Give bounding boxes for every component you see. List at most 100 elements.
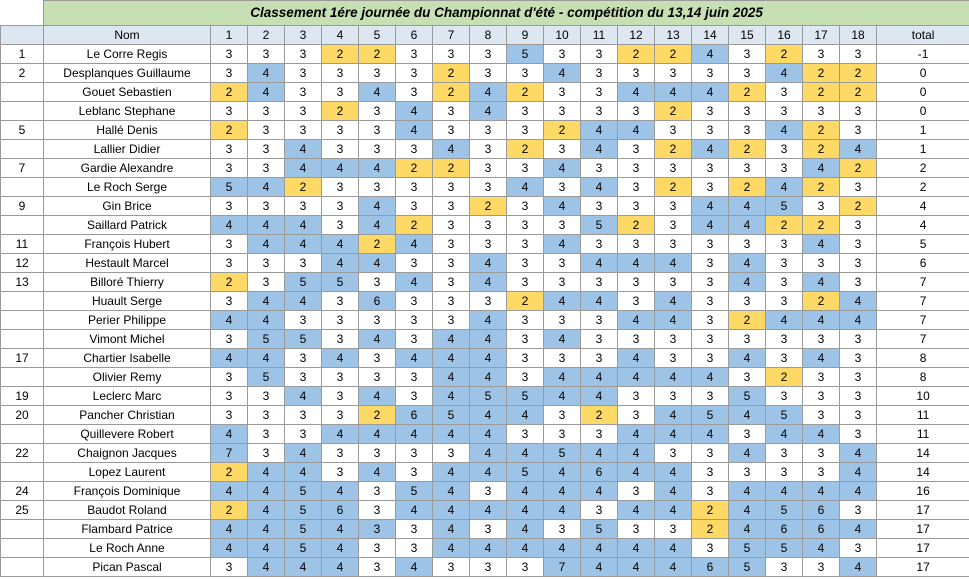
total-header[interactable]: total bbox=[875, 25, 969, 45]
hole-score-cell[interactable]: 3 bbox=[321, 82, 359, 102]
total-cell[interactable]: 2 bbox=[875, 158, 969, 178]
player-name-cell[interactable]: Leblanc Stephane bbox=[43, 101, 211, 121]
rank-cell[interactable]: 25 bbox=[0, 500, 44, 520]
hole-score-cell[interactable]: 4 bbox=[654, 310, 692, 330]
hole-score-cell[interactable]: 3 bbox=[284, 63, 322, 83]
hole-score-cell[interactable]: 5 bbox=[506, 386, 544, 406]
hole-score-cell[interactable]: 4 bbox=[247, 310, 285, 330]
hole-score-cell[interactable]: 2 bbox=[210, 272, 248, 292]
hole-score-cell[interactable]: 3 bbox=[691, 158, 729, 178]
hole-score-cell[interactable]: 2 bbox=[802, 120, 840, 140]
hole-score-cell[interactable]: 3 bbox=[765, 158, 803, 178]
hole-score-cell[interactable]: 3 bbox=[321, 367, 359, 387]
hole-score-cell[interactable]: 3 bbox=[358, 177, 396, 197]
hole-score-cell[interactable]: 3 bbox=[580, 101, 618, 121]
hole-score-cell[interactable]: 4 bbox=[247, 215, 285, 235]
hole-score-cell[interactable]: 4 bbox=[654, 291, 692, 311]
total-cell[interactable]: 1 bbox=[875, 120, 969, 140]
hole-score-cell[interactable]: 4 bbox=[469, 405, 507, 425]
hole-score-cell[interactable]: 3 bbox=[506, 424, 544, 444]
hole-score-cell[interactable]: 3 bbox=[358, 538, 396, 558]
hole-score-cell[interactable]: 4 bbox=[284, 139, 322, 159]
hole-score-cell[interactable]: 3 bbox=[802, 253, 840, 273]
hole-score-cell[interactable]: 3 bbox=[654, 63, 692, 83]
hole-score-cell[interactable]: 4 bbox=[839, 462, 877, 482]
hole-score-cell[interactable]: 3 bbox=[469, 215, 507, 235]
player-name-cell[interactable]: Perier Philippe bbox=[43, 310, 211, 330]
hole-score-cell[interactable]: 3 bbox=[802, 557, 840, 577]
hole-header[interactable]: 9 bbox=[506, 25, 544, 45]
hole-score-cell[interactable]: 3 bbox=[839, 272, 877, 292]
hole-score-cell[interactable]: 2 bbox=[321, 101, 359, 121]
hole-score-cell[interactable]: 4 bbox=[432, 481, 470, 501]
rank-cell[interactable] bbox=[0, 329, 44, 349]
hole-score-cell[interactable]: 3 bbox=[839, 500, 877, 520]
hole-score-cell[interactable]: 3 bbox=[284, 101, 322, 121]
hole-score-cell[interactable]: 3 bbox=[432, 272, 470, 292]
hole-score-cell[interactable]: 4 bbox=[284, 557, 322, 577]
hole-score-cell[interactable]: 7 bbox=[210, 443, 248, 463]
hole-score-cell[interactable]: 3 bbox=[432, 557, 470, 577]
hole-header[interactable]: 13 bbox=[654, 25, 692, 45]
hole-score-cell[interactable]: 2 bbox=[728, 82, 766, 102]
hole-score-cell[interactable]: 3 bbox=[321, 215, 359, 235]
hole-score-cell[interactable]: 3 bbox=[284, 367, 322, 387]
hole-score-cell[interactable]: 3 bbox=[728, 424, 766, 444]
hole-score-cell[interactable]: 5 bbox=[765, 500, 803, 520]
hole-score-cell[interactable]: 3 bbox=[469, 177, 507, 197]
hole-score-cell[interactable]: 4 bbox=[469, 253, 507, 273]
hole-score-cell[interactable]: 4 bbox=[210, 310, 248, 330]
hole-score-cell[interactable]: 3 bbox=[506, 101, 544, 121]
hole-score-cell[interactable]: 2 bbox=[210, 500, 248, 520]
hole-score-cell[interactable]: 2 bbox=[506, 82, 544, 102]
rank-cell[interactable]: 19 bbox=[0, 386, 44, 406]
hole-score-cell[interactable]: 4 bbox=[247, 538, 285, 558]
hole-score-cell[interactable]: 3 bbox=[580, 329, 618, 349]
total-cell[interactable]: 17 bbox=[875, 538, 969, 558]
hole-score-cell[interactable]: 4 bbox=[691, 367, 729, 387]
rank-cell[interactable]: 12 bbox=[0, 253, 44, 273]
hole-score-cell[interactable]: 3 bbox=[358, 63, 396, 83]
player-name-cell[interactable]: Desplanques Guillaume bbox=[43, 63, 211, 83]
hole-score-cell[interactable]: 3 bbox=[839, 120, 877, 140]
hole-score-cell[interactable]: 3 bbox=[728, 44, 766, 64]
hole-score-cell[interactable]: 3 bbox=[321, 177, 359, 197]
hole-score-cell[interactable]: 5 bbox=[691, 405, 729, 425]
hole-score-cell[interactable]: 3 bbox=[321, 310, 359, 330]
hole-score-cell[interactable]: 5 bbox=[395, 481, 433, 501]
hole-score-cell[interactable]: 3 bbox=[802, 443, 840, 463]
hole-score-cell[interactable]: 2 bbox=[802, 139, 840, 159]
hole-score-cell[interactable]: 4 bbox=[506, 443, 544, 463]
hole-score-cell[interactable]: 3 bbox=[543, 253, 581, 273]
hole-score-cell[interactable]: 4 bbox=[432, 462, 470, 482]
hole-score-cell[interactable]: 3 bbox=[765, 443, 803, 463]
hole-score-cell[interactable]: 3 bbox=[691, 253, 729, 273]
hole-score-cell[interactable]: 3 bbox=[617, 405, 655, 425]
hole-score-cell[interactable]: 3 bbox=[247, 158, 285, 178]
rank-cell[interactable] bbox=[0, 177, 44, 197]
hole-score-cell[interactable]: 3 bbox=[765, 386, 803, 406]
hole-score-cell[interactable]: 3 bbox=[543, 82, 581, 102]
hole-score-cell[interactable]: 3 bbox=[728, 158, 766, 178]
hole-score-cell[interactable]: 4 bbox=[543, 158, 581, 178]
hole-score-cell[interactable]: 3 bbox=[617, 329, 655, 349]
hole-score-cell[interactable]: 4 bbox=[469, 272, 507, 292]
hole-score-cell[interactable]: 3 bbox=[506, 329, 544, 349]
player-name-cell[interactable]: Vimont Michel bbox=[43, 329, 211, 349]
hole-score-cell[interactable]: 4 bbox=[247, 63, 285, 83]
hole-score-cell[interactable]: 3 bbox=[691, 329, 729, 349]
hole-score-cell[interactable]: 3 bbox=[691, 291, 729, 311]
hole-score-cell[interactable]: 3 bbox=[691, 462, 729, 482]
hole-score-cell[interactable]: 5 bbox=[580, 519, 618, 539]
hole-score-cell[interactable]: 4 bbox=[543, 367, 581, 387]
rank-cell[interactable] bbox=[0, 215, 44, 235]
hole-score-cell[interactable]: 3 bbox=[506, 348, 544, 368]
hole-score-cell[interactable]: 3 bbox=[691, 348, 729, 368]
hole-score-cell[interactable]: 3 bbox=[506, 196, 544, 216]
hole-score-cell[interactable]: 3 bbox=[284, 44, 322, 64]
player-name-cell[interactable]: Gin Brice bbox=[43, 196, 211, 216]
hole-score-cell[interactable]: 2 bbox=[802, 63, 840, 83]
hole-score-cell[interactable]: 3 bbox=[432, 120, 470, 140]
hole-score-cell[interactable]: 4 bbox=[432, 424, 470, 444]
hole-score-cell[interactable]: 3 bbox=[839, 329, 877, 349]
